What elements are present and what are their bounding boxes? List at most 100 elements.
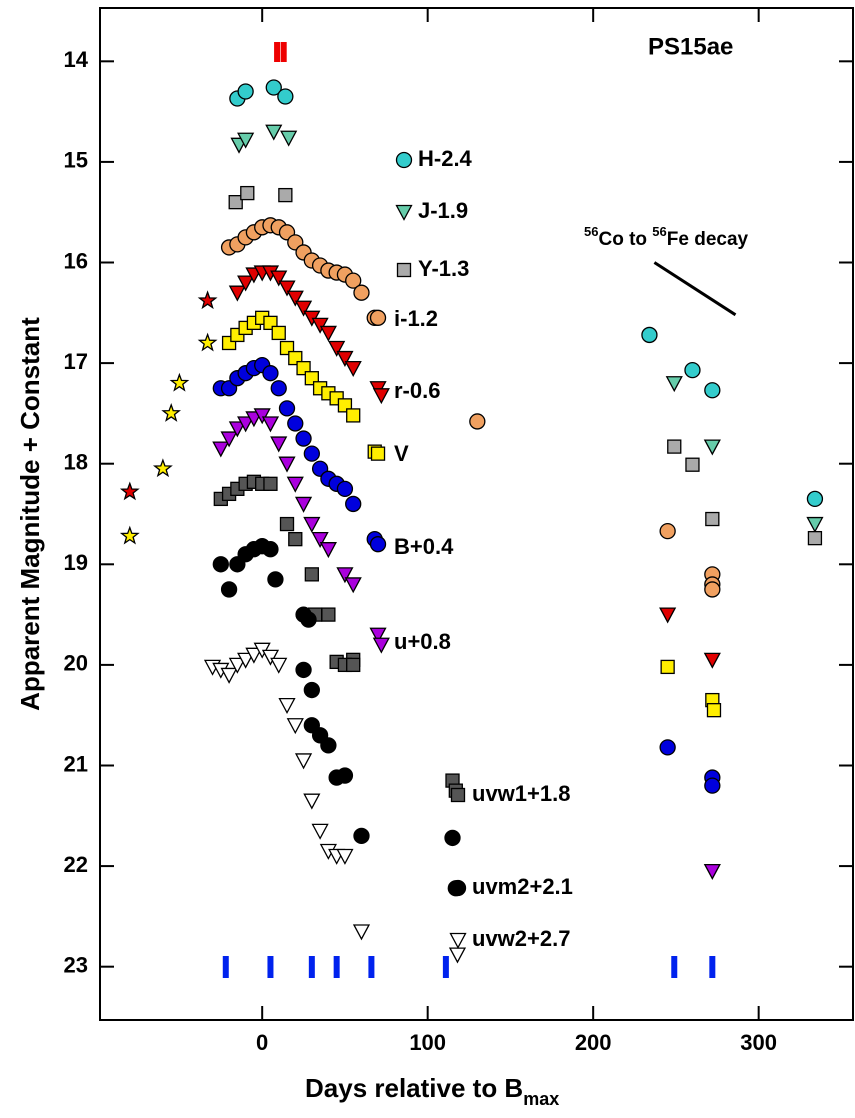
marker: [369, 536, 387, 553]
marker: [220, 581, 238, 598]
marker: [665, 376, 683, 393]
marker: [245, 647, 263, 664]
spectrum-epoch: [280, 42, 287, 62]
marker: [706, 703, 722, 718]
marker: [684, 361, 701, 379]
marker: [304, 567, 319, 582]
marker: [240, 185, 255, 201]
marker: [270, 380, 287, 397]
chart-title: PS15ae: [648, 33, 733, 60]
marker: [660, 659, 675, 675]
marker: [294, 753, 313, 770]
marker: [369, 627, 387, 644]
marker: [705, 511, 720, 527]
spectrum-epoch: [709, 956, 716, 978]
marker: [295, 661, 312, 679]
spectrum-epoch: [308, 956, 315, 978]
marker: [346, 657, 361, 673]
marker: [685, 457, 700, 472]
marker: [345, 272, 362, 289]
y-tick-label: 22: [64, 852, 88, 877]
marker: [294, 300, 313, 317]
marker: [294, 496, 313, 513]
marker: [641, 326, 658, 344]
marker: [286, 718, 304, 735]
legend-label: i-1.2: [394, 306, 438, 331]
y-tick-label: 23: [64, 952, 88, 977]
marker: [345, 495, 362, 513]
legend-label: V: [394, 441, 409, 466]
marker: [321, 607, 336, 622]
marker: [704, 777, 721, 794]
legend-label: J-1.9: [418, 198, 468, 223]
marker: [372, 637, 390, 654]
x-label-sub: max: [523, 1089, 559, 1109]
marker: [286, 290, 304, 307]
marker: [228, 285, 246, 302]
spectrum-epoch: [368, 956, 375, 978]
marker: [353, 284, 370, 301]
legend-marker: [449, 932, 467, 949]
marker: [303, 445, 320, 462]
decay-label: 56Co to 56Fe decay: [584, 224, 749, 250]
legend-label: uvw1+1.8: [472, 781, 570, 806]
marker: [328, 340, 346, 357]
marker: [311, 823, 329, 840]
y-tick-label: 21: [64, 751, 88, 776]
marker: [659, 522, 676, 540]
marker: [261, 416, 280, 433]
marker: [278, 280, 296, 297]
marker: [262, 541, 279, 558]
marker: [237, 652, 255, 669]
marker: [253, 408, 271, 425]
marker: [270, 657, 288, 674]
marker: [237, 416, 255, 433]
marker: [303, 516, 321, 533]
marker: [295, 430, 312, 447]
marker: [278, 400, 296, 417]
marker: [336, 848, 354, 865]
marker: [265, 79, 282, 96]
marker: [303, 681, 320, 699]
marker: [228, 195, 243, 210]
spectrum-epoch: [442, 956, 449, 978]
marker: [267, 571, 284, 588]
sup: 56: [584, 224, 598, 239]
marker: [270, 270, 288, 287]
marker: [369, 309, 387, 326]
decay-line: [653, 261, 737, 317]
marker: [352, 924, 371, 941]
marker: [448, 947, 467, 964]
marker: [336, 480, 354, 498]
legend-label: Y-1.3: [418, 256, 469, 281]
plot-frame: [99, 7, 854, 1021]
marker: [228, 657, 246, 674]
legend-marker: [450, 787, 466, 803]
x-tick-label: 100: [409, 1030, 446, 1055]
marker: [807, 530, 823, 546]
legend-marker: [396, 262, 412, 278]
y-axis-label: Apparent Magnitude + Constant: [15, 317, 45, 711]
x-tick-label: 200: [575, 1030, 612, 1055]
x-tick-label: 300: [740, 1030, 777, 1055]
marker: [288, 531, 303, 547]
marker: [197, 290, 218, 310]
marker: [280, 130, 298, 147]
marker: [262, 365, 279, 382]
y-tick-label: 16: [64, 248, 88, 273]
marker: [370, 446, 386, 461]
marker: [277, 88, 294, 105]
marker: [336, 767, 354, 784]
marker: [806, 490, 824, 508]
marker: [278, 456, 296, 473]
marker: [161, 402, 182, 422]
x-tick-label: 0: [256, 1030, 268, 1055]
marker: [237, 275, 255, 292]
marker: [286, 476, 304, 493]
marker: [300, 611, 317, 628]
marker: [169, 372, 190, 392]
marker: [261, 649, 280, 666]
spectrum-epoch: [333, 956, 340, 978]
marker: [704, 581, 721, 598]
